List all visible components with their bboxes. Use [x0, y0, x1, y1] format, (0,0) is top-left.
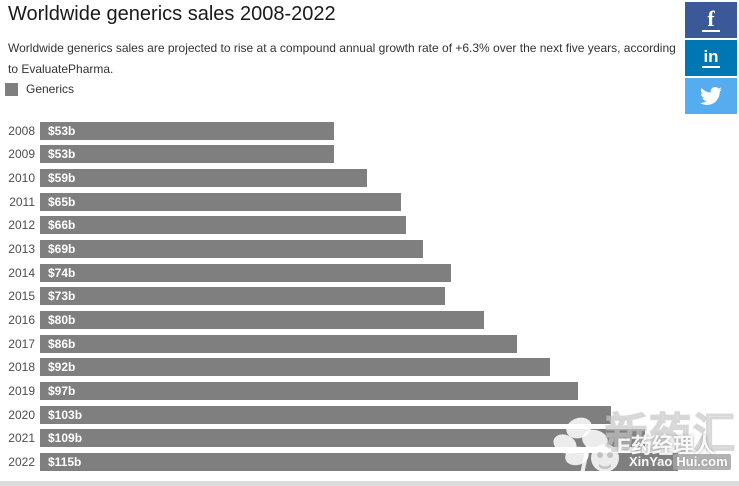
- category-label: 2022: [8, 455, 35, 470]
- chart-row: 2016 $80b: [0, 308, 739, 332]
- chart-row: 2017 $86b: [0, 332, 739, 356]
- bar-2016[interactable]: $80b: [40, 311, 484, 330]
- value-label: $74b: [48, 265, 76, 280]
- bar-track: $103b: [40, 405, 739, 424]
- value-label: $59b: [48, 171, 76, 186]
- value-label: $80b: [48, 313, 76, 328]
- bar-2010[interactable]: $59b: [40, 169, 367, 188]
- value-label: $97b: [48, 384, 76, 399]
- legend-swatch: [5, 82, 18, 96]
- chart-row: 2010 $59b: [0, 166, 739, 190]
- bar-2018[interactable]: $92b: [40, 358, 550, 377]
- social-share-stack: f in: [685, 2, 737, 116]
- facebook-icon: f: [702, 8, 720, 32]
- bar-track: $69b: [40, 240, 739, 259]
- bar-2014[interactable]: $74b: [40, 263, 451, 282]
- chart-title: Worldwide generics sales 2008-2022: [8, 3, 336, 25]
- category-label: 2021: [8, 431, 35, 446]
- value-label: $69b: [48, 242, 76, 257]
- bar-2020[interactable]: $103b: [40, 405, 611, 424]
- bar-track: $66b: [40, 216, 739, 235]
- bar-2015[interactable]: $73b: [40, 287, 445, 306]
- bar-track: $65b: [40, 192, 739, 211]
- value-label: $103b: [48, 407, 83, 422]
- chart-row: 2008 $53b: [0, 119, 739, 143]
- chart-row: 2022 $115b: [0, 450, 739, 474]
- category-label: 2014: [8, 265, 35, 280]
- bar-track: $53b: [40, 121, 739, 140]
- linkedin-share-button[interactable]: in: [685, 40, 737, 76]
- chart-row: 2019 $97b: [0, 379, 739, 403]
- category-label: 2008: [8, 123, 35, 138]
- bar-2008[interactable]: $53b: [40, 121, 334, 140]
- chart-row: 2013 $69b: [0, 237, 739, 261]
- category-label: 2017: [8, 336, 35, 351]
- category-label: 2013: [8, 242, 35, 257]
- bar-track: $53b: [40, 145, 739, 164]
- category-label: 2020: [8, 407, 35, 422]
- chart-row: 2021 $109b: [0, 427, 739, 451]
- bar-track: $109b: [40, 429, 739, 448]
- bar-track: $80b: [40, 311, 739, 330]
- bar-2021[interactable]: $109b: [40, 429, 645, 448]
- chart: 2008 $53b 2009 $53b 2010 $59b 2011 $65b 2012 $66b…: [0, 119, 739, 474]
- bar-track: $97b: [40, 382, 739, 401]
- chart-row: 2020 $103b: [0, 403, 739, 427]
- bar-2022[interactable]: $115b: [40, 453, 678, 472]
- legend-label: Generics: [26, 82, 75, 96]
- linkedin-icon: in: [702, 47, 720, 68]
- value-label: $53b: [48, 123, 76, 138]
- category-label: 2019: [8, 384, 35, 399]
- bar-track: $92b: [40, 358, 739, 377]
- bar-2013[interactable]: $69b: [40, 240, 423, 259]
- category-label: 2018: [8, 360, 35, 375]
- category-label: 2015: [8, 289, 35, 304]
- category-label: 2012: [8, 218, 35, 233]
- category-label: 2010: [8, 171, 35, 186]
- value-label: $86b: [48, 336, 76, 351]
- bar-2019[interactable]: $97b: [40, 382, 578, 401]
- chart-row: 2014 $74b: [0, 261, 739, 285]
- facebook-share-button[interactable]: f: [685, 2, 737, 38]
- bar-track: $73b: [40, 287, 739, 306]
- category-label: 2016: [8, 313, 35, 328]
- value-label: $109b: [48, 431, 83, 446]
- category-label: 2009: [8, 147, 35, 162]
- value-label: $92b: [48, 360, 76, 375]
- chart-subtitle: Worldwide generics sales are projected t…: [8, 41, 676, 76]
- bar-track: $59b: [40, 169, 739, 188]
- bar-2011[interactable]: $65b: [40, 192, 401, 211]
- value-label: $53b: [48, 147, 76, 162]
- value-label: $65b: [48, 194, 76, 209]
- value-label: $115b: [48, 455, 82, 470]
- legend-item-generics[interactable]: Generics: [5, 82, 74, 96]
- chart-row: 2009 $53b: [0, 143, 739, 167]
- bar-track: $86b: [40, 334, 739, 353]
- bar-track: $115b: [40, 453, 739, 472]
- twitter-bird-icon: [700, 85, 722, 107]
- category-label: 2011: [9, 194, 35, 209]
- bar-2012[interactable]: $66b: [40, 216, 406, 235]
- bar-2017[interactable]: $86b: [40, 334, 517, 353]
- chart-row: 2012 $66b: [0, 214, 739, 238]
- value-label: $73b: [48, 289, 76, 304]
- value-label: $66b: [48, 218, 76, 233]
- chart-row: 2018 $92b: [0, 356, 739, 380]
- twitter-share-button[interactable]: [685, 78, 737, 114]
- bottom-divider: [0, 481, 739, 486]
- bar-track: $74b: [40, 263, 739, 282]
- chart-row: 2011 $65b: [0, 190, 739, 214]
- chart-row: 2015 $73b: [0, 285, 739, 309]
- bar-2009[interactable]: $53b: [40, 145, 334, 164]
